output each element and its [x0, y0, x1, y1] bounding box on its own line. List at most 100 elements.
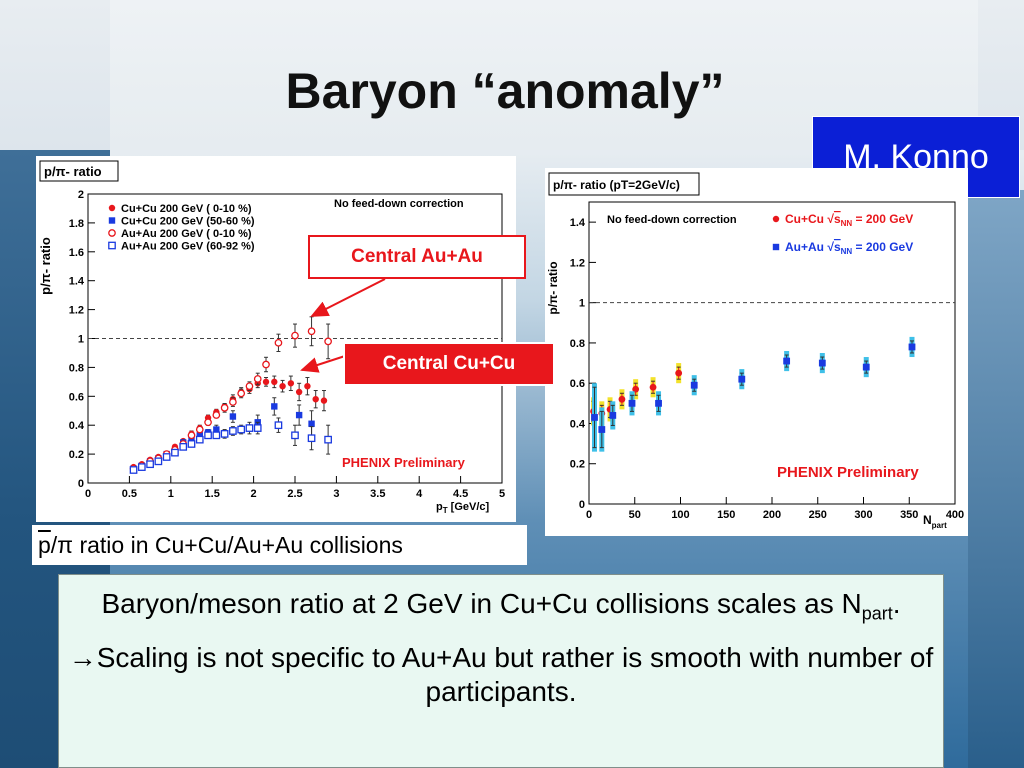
- summary-line-1-text: Baryon/meson ratio at 2 GeV in Cu+Cu col…: [101, 588, 862, 619]
- phenix-watermark: PHENIX Preliminary: [342, 455, 466, 470]
- label-central-cucu: Central Cu+Cu: [343, 342, 555, 386]
- chart-npart-panel: 0 50 100 150 200 250 300 350 400 0 0.2 0.4 0.6 0.8 1 1.…: [545, 168, 968, 536]
- x-tick-label: 200: [763, 509, 781, 521]
- legend-entry: Au+Au 200 GeV (60-92 %): [121, 241, 255, 253]
- x-tick-label: 150: [717, 509, 735, 521]
- y-tick-label: 1.4: [570, 217, 586, 229]
- y-tick-label: 2: [78, 189, 84, 201]
- x-tick-label: 0: [85, 488, 91, 500]
- y-axis-label: p/π- ratio: [546, 261, 560, 314]
- legend-entry: Au+Au 200 GeV ( 0-10 %): [121, 228, 252, 240]
- summary-line-1-end: .: [892, 588, 901, 619]
- arrow-right-icon: →: [68, 641, 97, 673]
- arrow-central-auau: [310, 278, 386, 317]
- chart-title-box: [548, 172, 700, 196]
- summary-textbox: Baryon/meson ratio at 2 GeV in Cu+Cu col…: [58, 574, 944, 768]
- data-point: [598, 426, 606, 433]
- legend-marker: [772, 243, 780, 251]
- data-point: [187, 431, 196, 440]
- data-point: [212, 411, 221, 419]
- y-tick-label: 1: [78, 334, 84, 346]
- x-tick-label: 2.5: [287, 488, 302, 500]
- data-point: [195, 425, 204, 434]
- chart-pt-panel: 0 0.5 1 1.5 2 2.5 3 3.5 4 4.5 5 0 0.2 0.4 0.6 0.8 1 1.2 1.…: [36, 156, 516, 522]
- data-point: [253, 424, 262, 432]
- y-tick-label: 0.4: [69, 420, 85, 432]
- slide-right-band: [968, 190, 1024, 768]
- x-tick-label: 2: [251, 488, 257, 500]
- data-point: [291, 331, 299, 340]
- data-point: [196, 432, 203, 439]
- legend-entry: Cu+Cu √sNN = 200 GeV: [785, 212, 913, 228]
- legend-marker: [108, 229, 116, 237]
- data-point: [862, 363, 870, 371]
- data-point: [220, 430, 229, 438]
- chart-caption: p/π ratio in Cu+Cu/Au+Au collisions: [32, 525, 527, 565]
- phenix-watermark: PHENIX Preliminary: [777, 464, 919, 481]
- data-point: [220, 404, 229, 412]
- data-point: [162, 453, 171, 461]
- data-point: [274, 421, 283, 430]
- data-point: [818, 359, 826, 367]
- x-tick-label: 250: [809, 509, 827, 521]
- data-point: [179, 443, 188, 451]
- caption-proton-symbol: p: [38, 531, 51, 558]
- x-tick-label: 50: [629, 509, 641, 521]
- data-point: [195, 435, 204, 444]
- y-tick-label: 0.2: [570, 459, 585, 471]
- y-tick-label: 1.4: [69, 276, 85, 288]
- y-tick-label: 1: [579, 298, 585, 310]
- x-tick-label: 4: [416, 488, 423, 500]
- data-point: [295, 411, 303, 419]
- legend-marker: [108, 217, 116, 224]
- data-point: [307, 434, 316, 443]
- x-tick-label: 100: [671, 509, 689, 521]
- y-tick-label: 0: [78, 478, 84, 490]
- data-point: [154, 457, 163, 466]
- chart-npart: 0 50 100 150 200 250 300 350 400 0 0.2 0.4 0.6 0.8 1 1.…: [546, 172, 964, 530]
- legend-marker: [108, 241, 116, 250]
- x-tick-label: 4.5: [453, 488, 468, 500]
- y-tick-label: 1.2: [69, 305, 84, 317]
- data-point: [213, 426, 220, 433]
- data-point: [279, 382, 286, 390]
- data-point: [253, 375, 262, 383]
- data-point: [129, 466, 138, 474]
- data-point: [237, 389, 246, 398]
- y-tick-label: 0.6: [570, 378, 585, 390]
- y-tick-label: 0: [579, 499, 585, 511]
- data-point: [628, 399, 636, 407]
- data-point: [229, 413, 237, 420]
- x-tick-label: 3.5: [370, 488, 385, 500]
- data-point: [324, 435, 332, 444]
- x-tick-label: 300: [854, 509, 872, 521]
- data-point: [188, 436, 195, 443]
- label-central-auau: Central Au+Au: [308, 235, 526, 279]
- y-tick-label: 0.6: [69, 391, 84, 403]
- data-point: [274, 338, 283, 347]
- data-point: [591, 414, 598, 421]
- data-point: [245, 382, 254, 391]
- data-point: [307, 327, 316, 336]
- y-tick-label: 0.2: [69, 449, 84, 461]
- data-point: [237, 425, 246, 434]
- x-tick-label: 400: [946, 509, 964, 521]
- y-tick-label: 0.4: [570, 418, 586, 430]
- y-tick-label: 1.2: [570, 257, 585, 269]
- summary-line-1: Baryon/meson ratio at 2 GeV in Cu+Cu col…: [59, 587, 943, 631]
- feed-down-note: No feed-down correction: [334, 198, 464, 210]
- legend-entry: Cu+Cu 200 GeV (50-60 %): [121, 216, 255, 228]
- data-point: [187, 440, 196, 448]
- legend-marker: [772, 215, 780, 223]
- data-point: [229, 398, 237, 406]
- chart-title-box: [39, 160, 119, 182]
- y-tick-label: 0.8: [69, 362, 84, 374]
- data-point: [675, 369, 683, 377]
- data-point: [204, 431, 212, 440]
- data-point: [783, 357, 791, 365]
- data-point: [229, 427, 237, 435]
- data-point: [308, 420, 315, 427]
- data-point: [609, 412, 617, 419]
- x-tick-label: 0: [586, 509, 592, 521]
- data-point: [908, 343, 916, 351]
